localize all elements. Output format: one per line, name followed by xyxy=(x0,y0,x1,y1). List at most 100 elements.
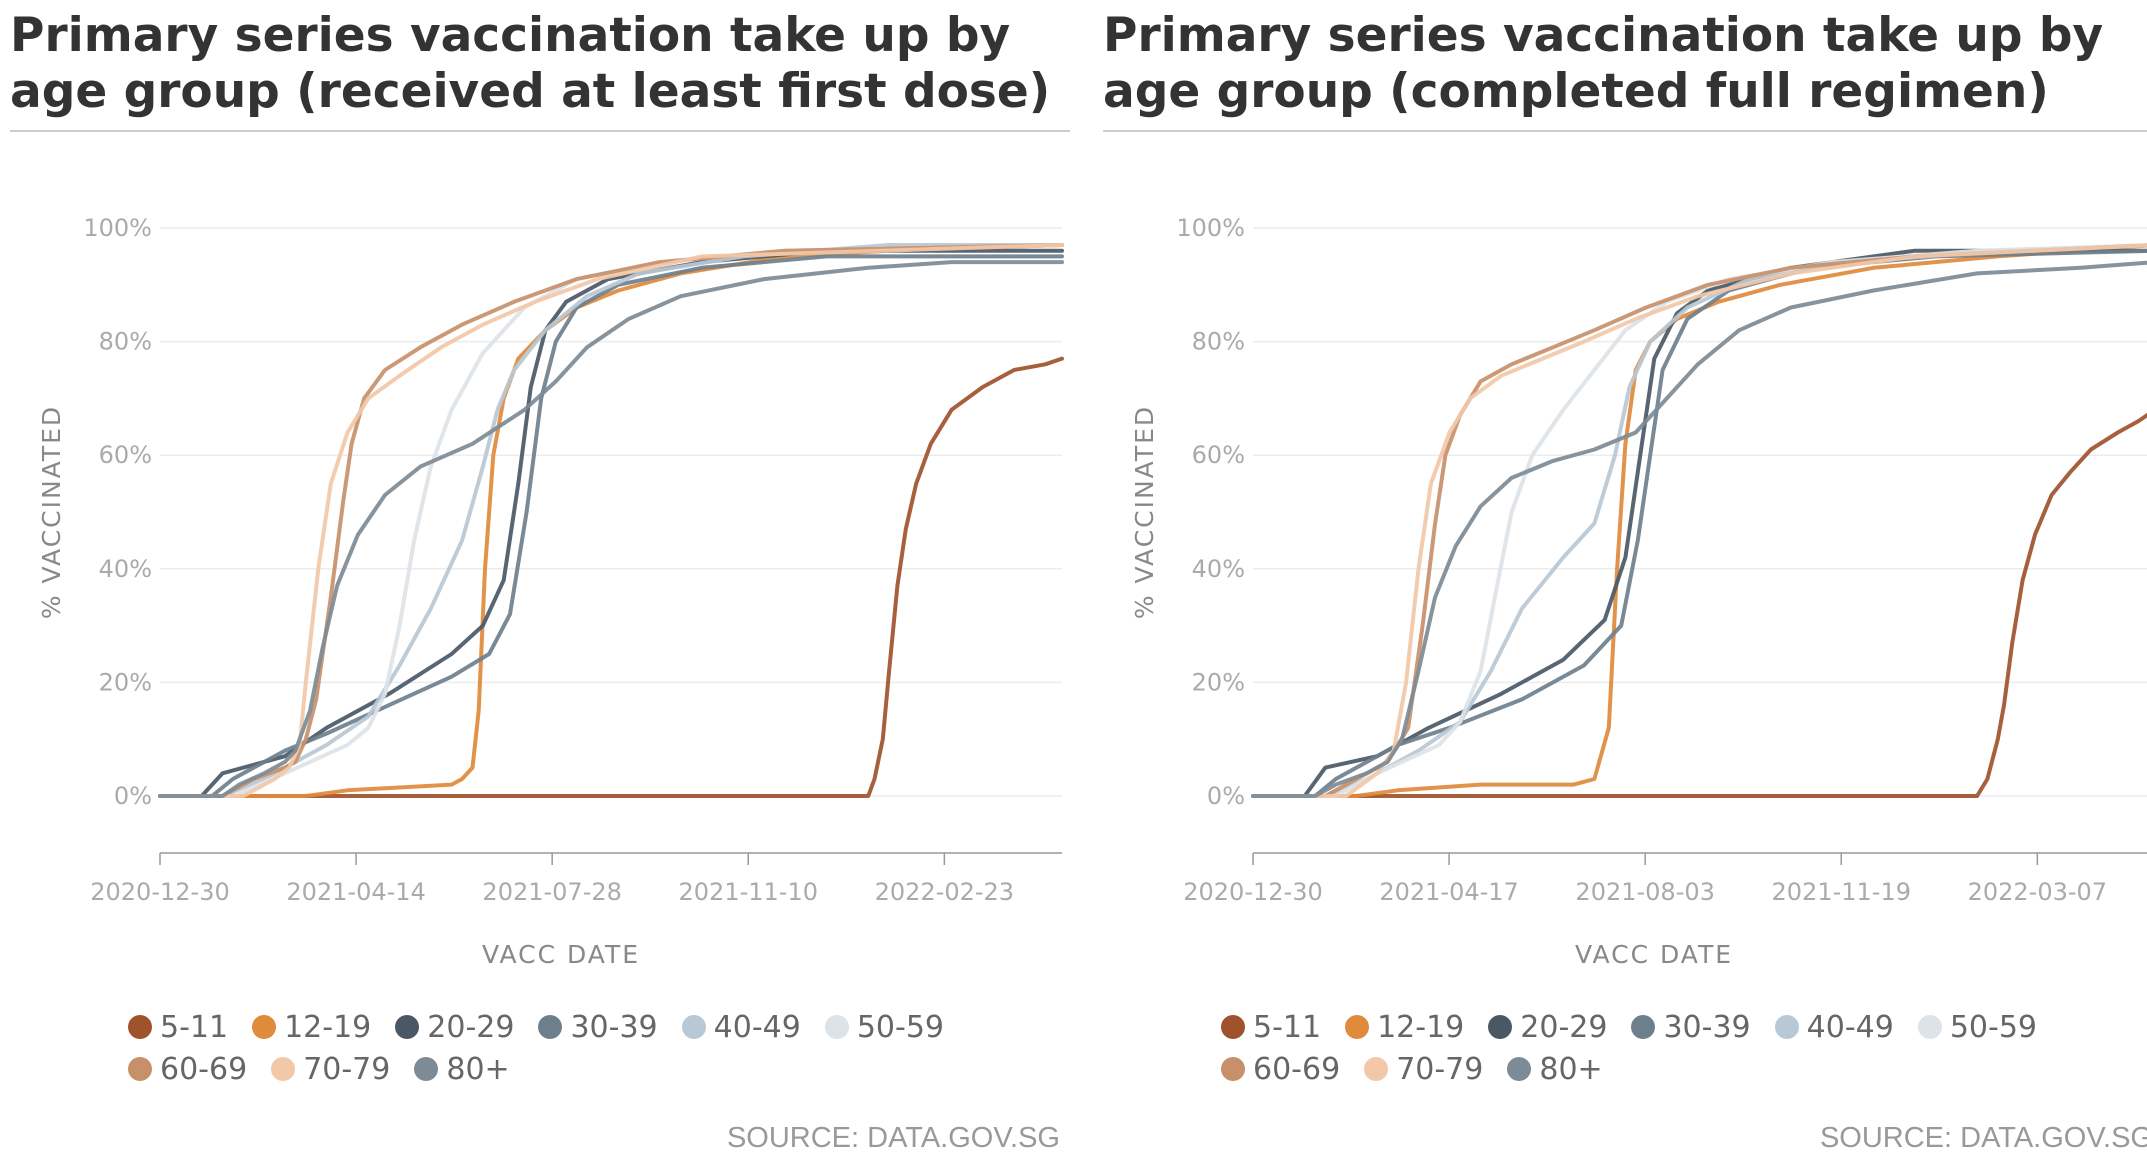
series-line-5-11 xyxy=(158,356,1064,798)
series-line-50-59 xyxy=(158,243,1064,798)
x-tick-label: 2021-04-14 xyxy=(286,878,425,906)
y-tick-label: 100% xyxy=(83,214,152,242)
legend-item-40-49: 40-49 xyxy=(681,1008,801,1046)
legend-item-50-59: 50-59 xyxy=(1917,1008,2038,1046)
y-tick-label: 80% xyxy=(1192,328,1245,356)
y-tick-label: 20% xyxy=(99,668,152,696)
x-tick-label: 2022-03-07 xyxy=(1968,878,2107,906)
legend-label: 5-11 xyxy=(1253,1009,1322,1045)
legend-item-12-19: 12-19 xyxy=(252,1008,371,1046)
legend-label: 20-29 xyxy=(1520,1009,1608,1045)
legend-item-5-11: 5-11 xyxy=(1221,1008,1321,1046)
y-axis-title: % VACCINATED xyxy=(1130,405,1159,619)
chart-panel-full-regimen: Primary series vaccination take up by ag… xyxy=(1103,0,2147,1165)
series-line-30-39 xyxy=(1251,248,2147,798)
legend-item-20-29: 20-29 xyxy=(395,1008,514,1046)
legend-swatch-icon xyxy=(128,1057,152,1081)
legend-swatch-icon xyxy=(1488,1015,1513,1039)
y-tick-label: 60% xyxy=(99,441,152,469)
chart-title: Primary series vaccination take up by ag… xyxy=(1103,8,2104,119)
legend-label: 12-19 xyxy=(284,1009,372,1045)
legend-swatch-icon xyxy=(414,1057,439,1081)
legend-swatch-icon xyxy=(252,1015,277,1039)
legend-item-30-39: 30-39 xyxy=(538,1008,658,1046)
x-tick-label: 2021-07-28 xyxy=(482,878,621,906)
x-tick-label: 2021-11-19 xyxy=(1772,878,1911,906)
legend-label: 70-79 xyxy=(1396,1051,1484,1087)
legend-label: 40-49 xyxy=(1806,1009,1894,1045)
x-axis-title: VACC DATE xyxy=(482,940,640,969)
legend-item-20-29: 20-29 xyxy=(1488,1008,1607,1046)
x-tick-label: 2021-11-10 xyxy=(679,878,818,906)
legend-swatch-icon xyxy=(1364,1057,1389,1081)
x-axis-title: VACC DATE xyxy=(1575,940,1733,969)
legend-swatch-icon xyxy=(538,1015,563,1039)
legend-label: 12-19 xyxy=(1377,1009,1465,1045)
series-line-60-69 xyxy=(158,243,1064,798)
chart-panel-first-dose: Primary series vaccination take up by ag… xyxy=(10,0,1080,1165)
legend-label: 40-49 xyxy=(713,1009,801,1045)
y-tick-label: 40% xyxy=(99,555,152,583)
x-tick-label: 2021-04-17 xyxy=(1379,878,1518,906)
legend-label: 80+ xyxy=(1539,1051,1603,1087)
legend-swatch-icon xyxy=(1631,1015,1656,1039)
legend-item-70-79: 70-79 xyxy=(1364,1050,1483,1088)
series-line-12-19 xyxy=(158,243,1064,798)
y-tick-label: 40% xyxy=(1192,555,1245,583)
legend-label: 80+ xyxy=(446,1051,510,1087)
series-line-30-39 xyxy=(158,254,1064,798)
legend-item-70-79: 70-79 xyxy=(271,1050,390,1088)
chart-legend: 5-11 12-19 20-29 30-39 40-49 50-59 60-69 70-79 8… xyxy=(1221,1008,2147,1088)
series-line-60-69 xyxy=(1251,243,2147,798)
legend-label: 50-59 xyxy=(856,1009,945,1045)
source-label: SOURCE: DATA.GOV.SG xyxy=(726,1122,1060,1154)
legend-label: 5-11 xyxy=(160,1009,229,1045)
series-line-80+ xyxy=(1251,260,2147,798)
legend-label: 50-59 xyxy=(1949,1009,2038,1045)
legend-label: 30-39 xyxy=(570,1009,658,1045)
legend-label: 20-29 xyxy=(427,1009,515,1045)
legend-item-60-69: 60-69 xyxy=(128,1050,247,1088)
legend-item-80+: 80+ xyxy=(1507,1050,1603,1088)
y-tick-label: 0% xyxy=(1207,782,1245,810)
series-line-12-19 xyxy=(1251,243,2147,798)
legend-swatch-icon xyxy=(1221,1057,1245,1081)
line-chart-full-regimen: 0% 20% 40% 60% 80% 100% 2020-12-30 2021-04-17 20… xyxy=(1130,214,2147,969)
legend-swatch-icon xyxy=(1917,1015,1942,1039)
legend-swatch-icon xyxy=(681,1015,706,1039)
legend-item-80+: 80+ xyxy=(414,1050,510,1088)
source-label: SOURCE: DATA.GOV.SG xyxy=(1819,1122,2147,1154)
x-tick-label: 2020-12-30 xyxy=(90,878,229,906)
legend-item-30-39: 30-39 xyxy=(1631,1008,1751,1046)
y-tick-label: 0% xyxy=(114,782,152,810)
y-tick-label: 100% xyxy=(1176,214,1245,242)
legend-item-50-59: 50-59 xyxy=(824,1008,945,1046)
legend-label: 70-79 xyxy=(303,1051,391,1087)
x-tick-label: 2022-02-23 xyxy=(875,878,1014,906)
title-divider xyxy=(10,130,1070,132)
x-tick-label: 2020-12-30 xyxy=(1183,878,1322,906)
series-line-40-49 xyxy=(1251,243,2147,798)
legend-swatch-icon xyxy=(1221,1015,1245,1039)
y-tick-label: 20% xyxy=(1192,668,1245,696)
legend-label: 60-69 xyxy=(160,1051,248,1087)
chart-title: Primary series vaccination take up by ag… xyxy=(10,8,1051,119)
series-line-50-59 xyxy=(1251,243,2147,798)
y-tick-label: 80% xyxy=(99,328,152,356)
legend-swatch-icon xyxy=(1507,1057,1532,1081)
y-axis-title: % VACCINATED xyxy=(37,405,66,619)
legend-item-12-19: 12-19 xyxy=(1345,1008,1464,1046)
legend-swatch-icon xyxy=(271,1057,296,1081)
legend-item-5-11: 5-11 xyxy=(128,1008,228,1046)
series-line-20-29 xyxy=(1251,248,2147,798)
legend-swatch-icon xyxy=(395,1015,420,1039)
series-line-40-49 xyxy=(158,243,1064,798)
chart-legend: 5-11 12-19 20-29 30-39 40-49 50-59 60-69 70-79 8… xyxy=(128,1008,1058,1088)
y-tick-label: 60% xyxy=(1192,441,1245,469)
title-divider xyxy=(1103,130,2147,132)
series-line-5-11 xyxy=(1251,412,2147,798)
legend-swatch-icon xyxy=(1774,1015,1799,1039)
legend-swatch-icon xyxy=(128,1015,152,1039)
series-line-80+ xyxy=(158,260,1064,798)
series-line-70-79 xyxy=(158,243,1064,798)
